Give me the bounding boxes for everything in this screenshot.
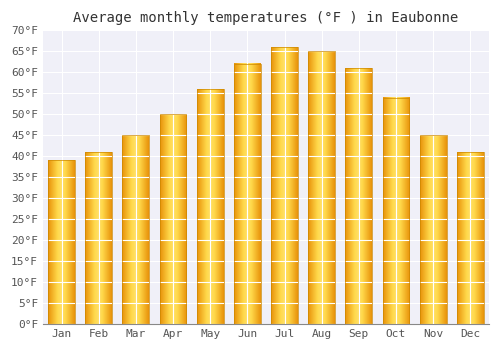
Bar [271, 47, 298, 324]
Bar [420, 135, 446, 324]
Bar [160, 114, 186, 324]
Bar [48, 160, 75, 324]
Bar [197, 89, 224, 324]
Bar [346, 68, 372, 324]
Bar [86, 152, 112, 324]
Bar [234, 64, 260, 324]
Bar [457, 152, 483, 324]
Title: Average monthly temperatures (°F ) in Eaubonne: Average monthly temperatures (°F ) in Ea… [74, 11, 458, 25]
Bar [122, 135, 149, 324]
Bar [382, 98, 409, 324]
Bar [308, 51, 335, 324]
